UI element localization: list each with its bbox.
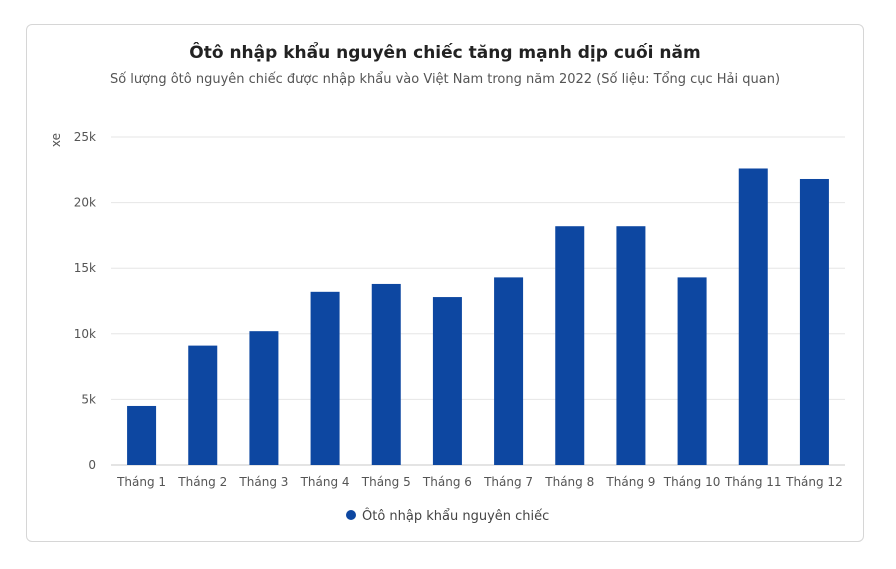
gridlines <box>111 136 845 466</box>
chart-subtitle: Số lượng ôtô nguyên chiếc được nhập khẩu… <box>109 72 781 87</box>
bar[interactable] <box>432 297 462 465</box>
x-tick-label: Tháng 10 <box>663 475 721 489</box>
chart-title: Ôtô nhập khẩu nguyên chiếc tăng mạnh dịp… <box>189 43 701 63</box>
x-tick-label: Tháng 8 <box>544 475 594 489</box>
y-tick-label: 10k <box>74 327 96 341</box>
y-axis-label: xe <box>49 133 63 147</box>
bar[interactable] <box>188 345 218 465</box>
bar[interactable] <box>677 277 707 465</box>
x-tick-label: Tháng 7 <box>483 475 533 489</box>
bar[interactable] <box>249 331 279 465</box>
bar[interactable] <box>555 226 585 465</box>
bar[interactable] <box>371 283 401 465</box>
bar[interactable] <box>738 168 768 465</box>
y-tick-label: 20k <box>74 196 96 210</box>
bar[interactable] <box>799 178 829 465</box>
bar[interactable] <box>494 277 524 465</box>
legend-label: Ôtô nhập khẩu nguyên chiếc <box>362 508 549 524</box>
x-tick-label: Tháng 3 <box>238 475 288 489</box>
x-tick-label: Tháng 1 <box>116 475 166 489</box>
x-tick-label: Tháng 6 <box>422 475 472 489</box>
y-tick-label: 5k <box>81 392 96 406</box>
legend-marker <box>346 510 356 520</box>
bar[interactable] <box>616 226 646 465</box>
x-tick-label: Tháng 2 <box>177 475 227 489</box>
x-tick-label: Tháng 5 <box>361 475 411 489</box>
legend[interactable]: Ôtô nhập khẩu nguyên chiếc <box>346 508 549 524</box>
y-tick-label: 15k <box>74 261 96 275</box>
x-tick-label: Tháng 9 <box>605 475 655 489</box>
y-tick-label: 25k <box>74 130 96 144</box>
bar[interactable] <box>310 291 340 465</box>
y-axis: 0 5k 10k 15k 20k 25k <box>74 130 96 472</box>
y-tick-label: 0 <box>88 458 96 472</box>
x-axis: Tháng 1 Tháng 2 Tháng 3 Tháng 4 Tháng 5 Tháng… <box>116 475 843 489</box>
x-tick-label: Tháng 4 <box>300 475 350 489</box>
bar[interactable] <box>127 405 157 465</box>
x-tick-label: Tháng 12 <box>785 475 843 489</box>
bars <box>127 168 829 465</box>
x-tick-label: Tháng 11 <box>724 475 782 489</box>
